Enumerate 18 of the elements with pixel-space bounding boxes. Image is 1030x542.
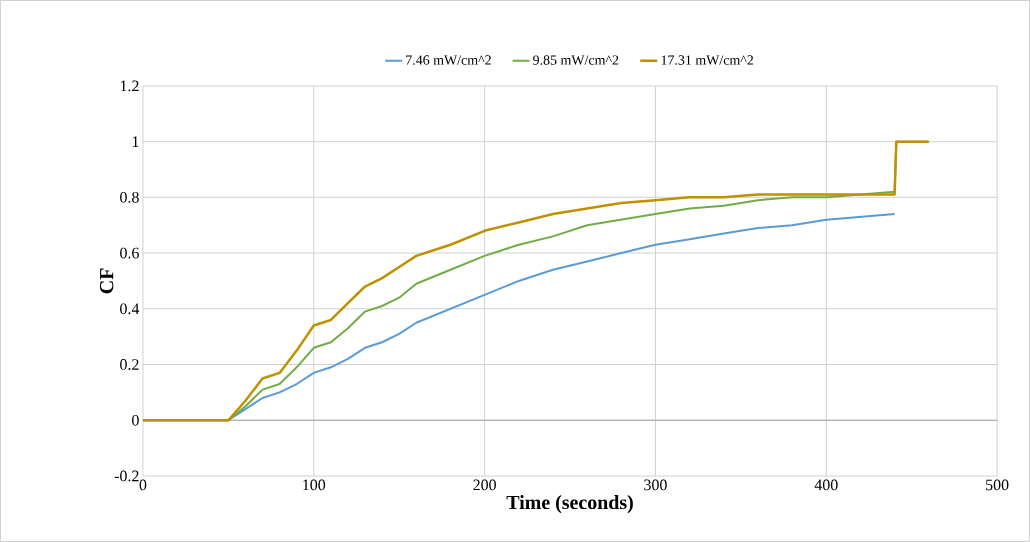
x-tick-label: 400 [814,479,838,491]
x-tick-label: 500 [986,479,1009,491]
legend-label: 9.85 mW/cm^2 [533,55,619,65]
y-tick-label: 0.4 [120,303,140,315]
x-axis-title: Time (seconds) [506,495,633,514]
legend-label: 7.46 mW/cm^2 [406,55,491,65]
y-axis-title: CF [99,268,114,294]
y-tick-label: 1.2 [120,80,139,92]
y-tick-label: 0.8 [120,191,139,203]
y-tick-label: 0.6 [120,247,139,259]
x-tick-label: 100 [303,479,326,491]
y-tick-label: 0.2 [120,359,139,370]
y-tick-label: 0 [132,414,139,426]
x-tick-label: 200 [473,479,496,491]
x-tick-label: 300 [644,479,667,491]
legend-label: 17.31 mW/cm^2 [661,55,754,65]
y-tick-label: -0.2 [114,470,139,482]
y-tick-label: 1 [132,136,139,147]
